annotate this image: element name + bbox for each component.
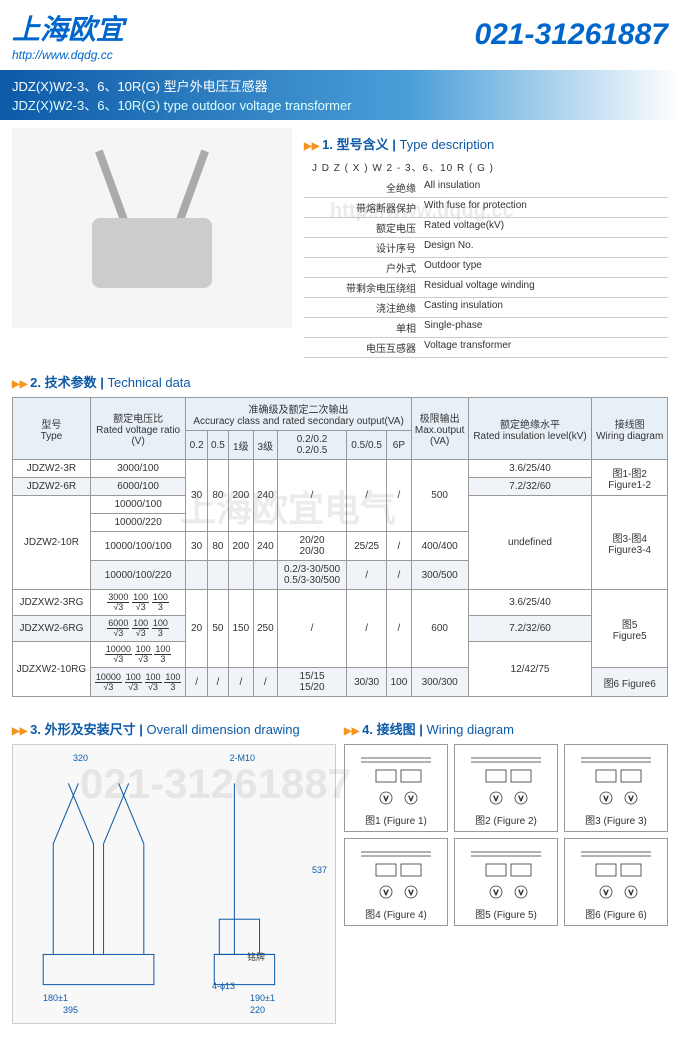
th-ratio: 额定电压比Rated voltage ratio(V)	[90, 398, 186, 460]
svg-text:V: V	[384, 890, 389, 897]
th-type: 型号Type	[13, 398, 91, 460]
telephone: 021-31261887	[474, 18, 668, 52]
th-wir: 接线图Wiring diagram	[592, 398, 668, 460]
technical-data-table: 型号Type 额定电压比Rated voltage ratio(V) 准确级及额…	[12, 397, 668, 697]
title-bar: JDZ(X)W2-3、6、10R(G) 型户外电压互感器 JDZ(X)W2-3、…	[0, 70, 680, 120]
dimension-drawing: 320 2-M10 537 180±1 395 190±1 220 4-ϕ13 …	[12, 744, 336, 1024]
title-en: JDZ(X)W2-3、6、10R(G) type outdoor voltage…	[12, 95, 668, 114]
svg-text:V: V	[519, 796, 524, 803]
wiring-diagrams: VV图1 (Figure 1)VV图2 (Figure 2)VV图3 (Figu…	[344, 744, 668, 926]
product-image	[12, 128, 292, 328]
company-block: 上海欧宜 http://www.dqdg.cc	[12, 8, 124, 62]
svg-text:V: V	[494, 890, 499, 897]
wiring-figure: VV图5 (Figure 5)	[454, 838, 558, 926]
wiring-figure: VV图2 (Figure 2)	[454, 744, 558, 832]
model-string: J D Z ( X ) W 2 - 3、6、10 R ( G )	[304, 159, 668, 174]
section-2: 2. 技术参数 | Technical data 型号Type 额定电压比Rat…	[0, 372, 680, 705]
type-description: 1. 型号含义 | Type description J D Z ( X ) W…	[304, 128, 668, 358]
th-ins: 额定绝缘水平Rated insulation level(kV)	[468, 398, 592, 460]
title-cn: JDZ(X)W2-3、6、10R(G) 型户外电压互感器	[12, 76, 668, 95]
svg-text:V: V	[629, 796, 634, 803]
svg-text:V: V	[384, 796, 389, 803]
wiring-figure: VV图3 (Figure 3)	[564, 744, 668, 832]
header: 上海欧宜 http://www.dqdg.cc 021-31261887	[0, 0, 680, 70]
th-acc: 准确级及额定二次输出Accuracy class and rated secon…	[186, 398, 411, 431]
svg-text:V: V	[604, 796, 609, 803]
section-1-row: 1. 型号含义 | Type description J D Z ( X ) W…	[0, 120, 680, 366]
section-3-header: 3. 外形及安装尺寸 | Overall dimension drawing	[12, 719, 336, 738]
wiring-figure: VV图4 (Figure 4)	[344, 838, 448, 926]
company-url: http://www.dqdg.cc	[12, 48, 124, 62]
svg-text:V: V	[604, 890, 609, 897]
wiring-figure: VV图6 (Figure 6)	[564, 838, 668, 926]
svg-text:V: V	[409, 796, 414, 803]
section-4-header: 4. 接线图 | Wiring diagram	[344, 719, 668, 738]
svg-text:V: V	[409, 890, 414, 897]
section-1-header: 1. 型号含义 | Type description	[304, 134, 668, 153]
svg-text:V: V	[629, 890, 634, 897]
company-name: 上海欧宜	[12, 8, 124, 48]
section-2-header: 2. 技术参数 | Technical data	[12, 372, 668, 391]
wiring-figure: VV图1 (Figure 1)	[344, 744, 448, 832]
bottom-row: 3. 外形及安装尺寸 | Overall dimension drawing 3…	[0, 705, 680, 1032]
svg-text:V: V	[519, 890, 524, 897]
svg-text:V: V	[494, 796, 499, 803]
th-max: 极限输出Max.output(VA)	[411, 398, 468, 460]
